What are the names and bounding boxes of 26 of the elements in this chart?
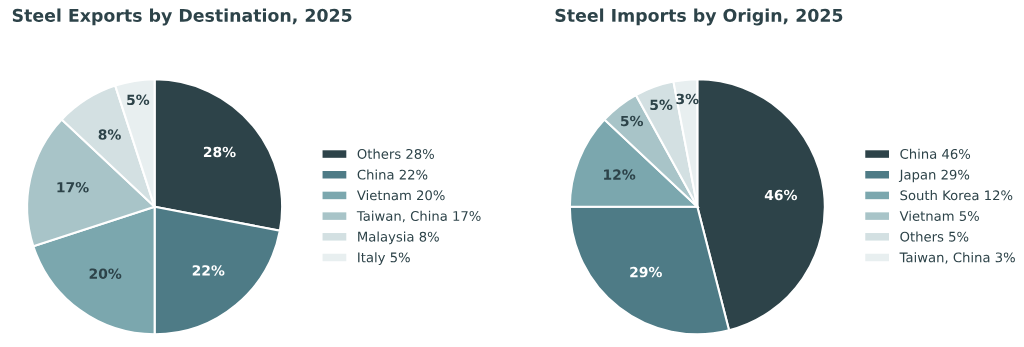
legend-label: Taiwan, China 3%	[899, 252, 1015, 264]
legend-label: Italy 5%	[358, 252, 410, 265]
data-label: 3%	[676, 93, 699, 105]
chart-title: Steel Imports by Origin, 2025	[555, 8, 843, 26]
legend-label: Others 5%	[900, 231, 969, 242]
data-label: 29%	[630, 266, 662, 278]
legend-label: China 46%	[900, 148, 971, 159]
legend-label: Vietnam 20%	[356, 190, 445, 201]
data-label: 5%	[127, 94, 150, 106]
legend-label: South Korea 12%	[900, 190, 1013, 201]
chart-title: Steel Exports by Destination, 2025	[12, 8, 352, 26]
data-label: 28%	[203, 146, 236, 158]
data-label: 12%	[604, 169, 636, 180]
data-label: 5%	[650, 99, 673, 111]
legend-label: China 22%	[357, 169, 428, 180]
legend-label: Malaysia 8%	[358, 231, 439, 245]
legend-label: Japan 29%	[898, 169, 970, 183]
data-label: 22%	[192, 265, 225, 276]
data-label: 8%	[98, 129, 121, 140]
legend-label: Vietnam 5%	[899, 210, 979, 221]
data-label: 20%	[89, 268, 122, 279]
data-label: 17%	[57, 181, 89, 193]
legend-label: Taiwan, China 17%	[356, 210, 481, 223]
legend-label: Others 28%	[357, 148, 434, 159]
data-label: 46%	[764, 189, 798, 201]
data-label: 5%	[620, 115, 644, 127]
